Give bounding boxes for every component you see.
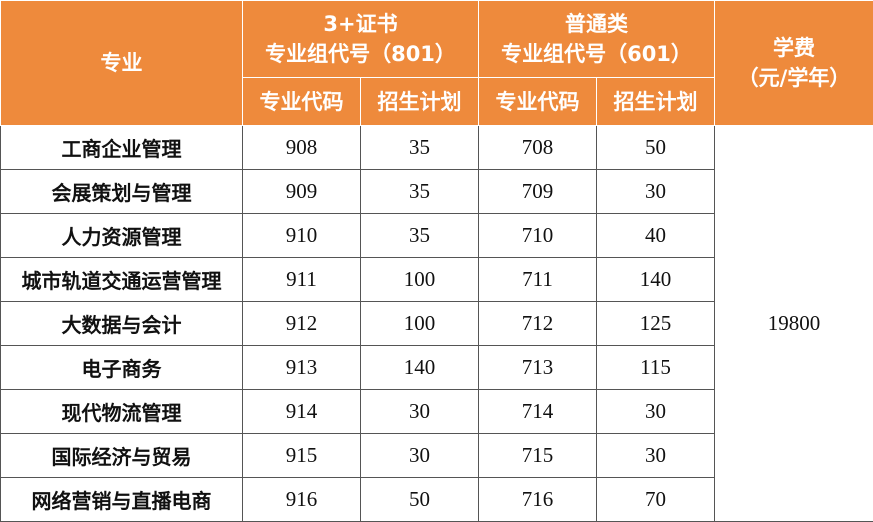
fee-value: 19800 bbox=[715, 126, 873, 522]
cell: 909 bbox=[243, 170, 361, 214]
cell: 125 bbox=[597, 302, 715, 346]
header-text: 学费 bbox=[715, 33, 873, 63]
cell: 916 bbox=[243, 478, 361, 522]
header-cell: 专业 bbox=[1, 1, 243, 126]
cell: 70 bbox=[597, 478, 715, 522]
cell: 100 bbox=[361, 302, 479, 346]
cell: 914 bbox=[243, 390, 361, 434]
cell: 709 bbox=[479, 170, 597, 214]
cell: 140 bbox=[597, 258, 715, 302]
cell: 30 bbox=[361, 390, 479, 434]
cell: 40 bbox=[597, 214, 715, 258]
major-name: 人力资源管理 bbox=[1, 214, 243, 258]
sub-header: 招生计划 bbox=[597, 78, 715, 126]
sub-header: 专业代码 bbox=[479, 78, 597, 126]
cell: 35 bbox=[361, 170, 479, 214]
major-name: 电子商务 bbox=[1, 346, 243, 390]
cell: 708 bbox=[479, 126, 597, 170]
sub-header: 专业代码 bbox=[243, 78, 361, 126]
cell: 912 bbox=[243, 302, 361, 346]
major-name: 工商企业管理 bbox=[1, 126, 243, 170]
major-name: 现代物流管理 bbox=[1, 390, 243, 434]
major-name: 网络营销与直播电商 bbox=[1, 478, 243, 522]
cell: 716 bbox=[479, 478, 597, 522]
cell: 911 bbox=[243, 258, 361, 302]
cell: 908 bbox=[243, 126, 361, 170]
header-text: 普通类 bbox=[479, 9, 714, 39]
cell: 35 bbox=[361, 126, 479, 170]
cell: 714 bbox=[479, 390, 597, 434]
cell: 115 bbox=[597, 346, 715, 390]
cell: 30 bbox=[597, 434, 715, 478]
header-text: 专业组代号（601） bbox=[479, 39, 714, 69]
cell: 710 bbox=[479, 214, 597, 258]
cell: 30 bbox=[361, 434, 479, 478]
cell: 915 bbox=[243, 434, 361, 478]
cell: 715 bbox=[479, 434, 597, 478]
header-text: （元/学年） bbox=[715, 63, 873, 93]
cell: 50 bbox=[597, 126, 715, 170]
header-cell: 3+证书专业组代号（801） bbox=[243, 1, 479, 78]
major-name: 城市轨道交通运营管理 bbox=[1, 258, 243, 302]
cell: 30 bbox=[597, 170, 715, 214]
cell: 713 bbox=[479, 346, 597, 390]
major-name: 会展策划与管理 bbox=[1, 170, 243, 214]
header-cell: 学费（元/学年） bbox=[715, 1, 873, 126]
cell: 711 bbox=[479, 258, 597, 302]
header-text: 3+证书 bbox=[243, 9, 478, 39]
cell: 35 bbox=[361, 214, 479, 258]
cell: 30 bbox=[597, 390, 715, 434]
cell: 910 bbox=[243, 214, 361, 258]
cell: 913 bbox=[243, 346, 361, 390]
major-name: 国际经济与贸易 bbox=[1, 434, 243, 478]
cell: 140 bbox=[361, 346, 479, 390]
cell: 100 bbox=[361, 258, 479, 302]
header-text: 专业组代号（801） bbox=[243, 39, 478, 69]
cell: 712 bbox=[479, 302, 597, 346]
major-name: 大数据与会计 bbox=[1, 302, 243, 346]
cell: 50 bbox=[361, 478, 479, 522]
header-cell: 普通类专业组代号（601） bbox=[479, 1, 715, 78]
sub-header: 招生计划 bbox=[361, 78, 479, 126]
